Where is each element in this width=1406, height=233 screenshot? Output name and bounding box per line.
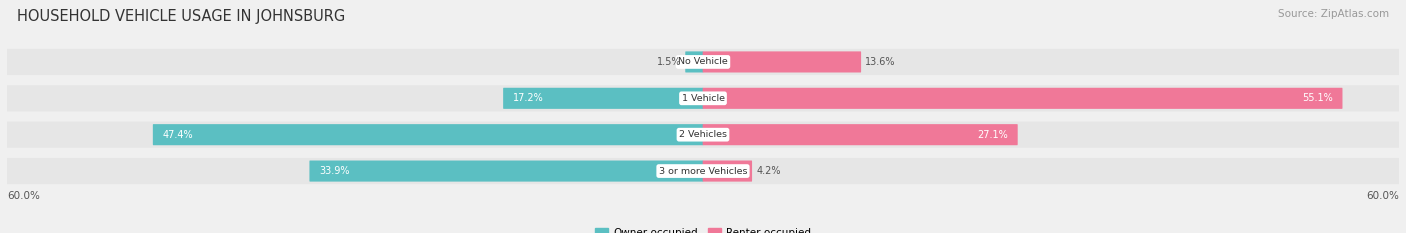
FancyBboxPatch shape [309,161,703,182]
FancyBboxPatch shape [703,88,1343,109]
FancyBboxPatch shape [703,124,1018,145]
Text: 13.6%: 13.6% [866,57,896,67]
FancyBboxPatch shape [685,51,703,72]
Text: HOUSEHOLD VEHICLE USAGE IN JOHNSBURG: HOUSEHOLD VEHICLE USAGE IN JOHNSBURG [17,9,344,24]
Text: 60.0%: 60.0% [1367,192,1399,201]
FancyBboxPatch shape [7,85,1399,111]
Text: 27.1%: 27.1% [977,130,1008,140]
Text: 4.2%: 4.2% [756,166,780,176]
Text: No Vehicle: No Vehicle [678,58,728,66]
Text: 1.5%: 1.5% [657,57,681,67]
Legend: Owner-occupied, Renter-occupied: Owner-occupied, Renter-occupied [591,224,815,233]
FancyBboxPatch shape [7,122,1399,148]
Text: 1 Vehicle: 1 Vehicle [682,94,724,103]
Text: Source: ZipAtlas.com: Source: ZipAtlas.com [1278,9,1389,19]
Text: 60.0%: 60.0% [7,192,39,201]
Text: 55.1%: 55.1% [1302,93,1333,103]
Text: 33.9%: 33.9% [319,166,350,176]
FancyBboxPatch shape [703,51,860,72]
Text: 47.4%: 47.4% [163,130,193,140]
Text: 17.2%: 17.2% [513,93,544,103]
Text: 3 or more Vehicles: 3 or more Vehicles [659,167,747,175]
Text: 2 Vehicles: 2 Vehicles [679,130,727,139]
FancyBboxPatch shape [703,161,752,182]
FancyBboxPatch shape [7,49,1399,75]
FancyBboxPatch shape [503,88,703,109]
FancyBboxPatch shape [7,158,1399,184]
FancyBboxPatch shape [153,124,703,145]
